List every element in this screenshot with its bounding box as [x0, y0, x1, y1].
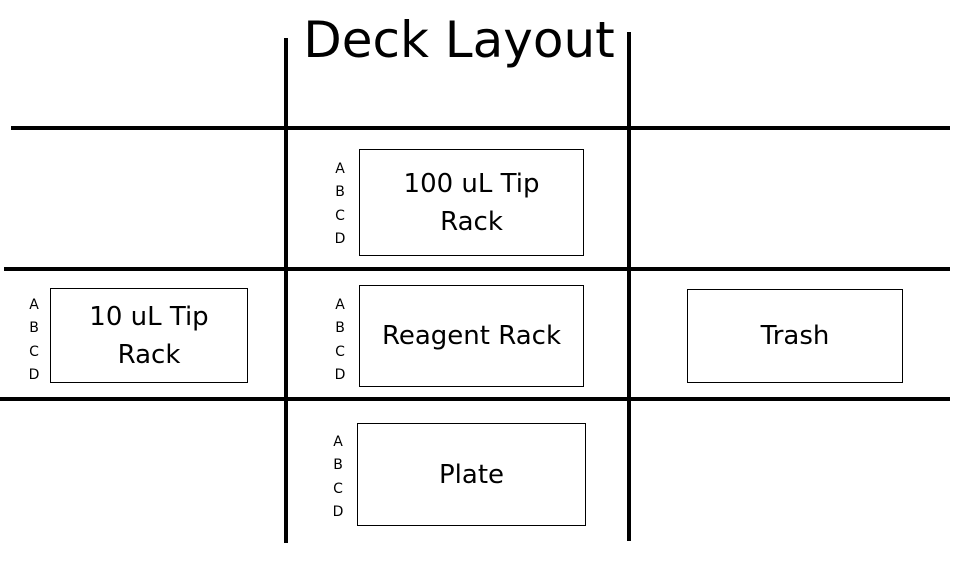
trash-label: Trash — [760, 321, 830, 351]
row-label-a: A — [29, 297, 39, 313]
grid-line-horizontal-top — [11, 126, 950, 130]
tip-rack-100-label: 100 uL Tip Rack — [404, 165, 540, 241]
row-labels: A B C D — [333, 297, 347, 383]
tip-rack-100-slot[interactable]: 100 uL Tip Rack — [359, 149, 584, 256]
tip-rack-10-label: 10 uL Tip Rack — [89, 298, 208, 374]
row-label-d: D — [334, 230, 346, 247]
diagram-title: Deck Layout — [303, 11, 615, 69]
grid-line-horizontal-middle — [4, 267, 950, 271]
row-labels: A B C D — [333, 161, 347, 247]
row-label-b: B — [335, 184, 345, 201]
row-label-b: B — [335, 320, 345, 337]
row-label-c: C — [333, 480, 343, 497]
row-label-a: A — [335, 161, 345, 177]
tip-rack-10-slot[interactable]: 10 uL Tip Rack — [50, 288, 248, 383]
grid-line-horizontal-bottom — [0, 397, 950, 401]
row-label-a: A — [335, 297, 345, 313]
plate-slot[interactable]: Plate — [357, 423, 586, 526]
reagent-rack-label: Reagent Rack — [381, 321, 562, 351]
grid-line-vertical-left — [284, 38, 288, 543]
row-labels: A B C D — [331, 434, 345, 520]
row-label-a: A — [333, 434, 343, 450]
grid-line-vertical-right — [627, 32, 631, 541]
reagent-rack-slot[interactable]: Reagent Rack — [359, 285, 584, 387]
row-label-d: D — [28, 366, 40, 383]
row-label-c: C — [335, 343, 345, 360]
tip-rack-100-label-line1: 100 uL Tip — [403, 168, 540, 199]
row-labels: A B C D — [27, 297, 41, 383]
trash-slot[interactable]: Trash — [687, 289, 903, 383]
row-label-b: B — [333, 457, 343, 474]
tip-rack-100-label-line2: Rack — [440, 206, 503, 237]
row-label-c: C — [29, 343, 39, 360]
tip-rack-10-label-line2: Rack — [117, 339, 181, 370]
row-label-c: C — [335, 207, 345, 224]
row-label-d: D — [334, 366, 346, 383]
row-label-d: D — [332, 503, 344, 520]
plate-label: Plate — [438, 459, 505, 490]
tip-rack-10-label-line1: 10 uL Tip — [89, 301, 209, 332]
row-label-b: B — [29, 320, 39, 337]
